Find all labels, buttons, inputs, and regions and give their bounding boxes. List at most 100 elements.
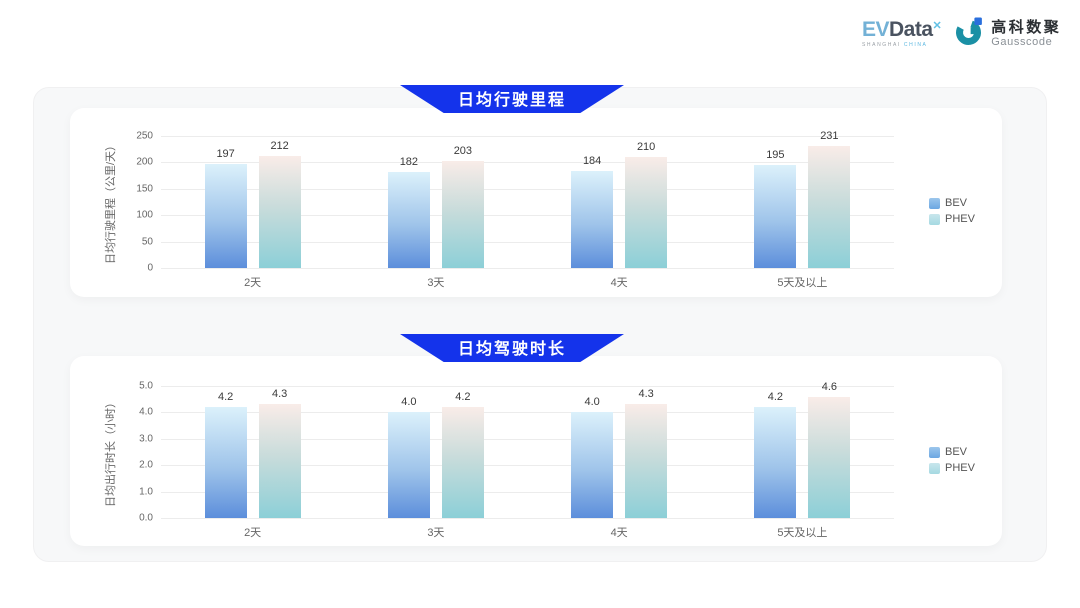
gridline (161, 268, 894, 269)
bar-value-label: 4.2 (217, 391, 234, 404)
bar-fill-bev[interactable] (387, 171, 430, 268)
bar-group: 197 212 (161, 136, 344, 268)
gridline (161, 518, 894, 519)
category-label: 5天及以上 (777, 277, 828, 289)
bar-fill-bev[interactable] (571, 170, 614, 268)
bar-group: 4.2 4.6 (711, 381, 894, 518)
legend-label: PHEV (945, 213, 975, 225)
bar-bev-3天[interactable]: 182 (387, 156, 430, 268)
bar-phev-5天及以上[interactable]: 4.6 (808, 381, 851, 518)
bar-phev-2天[interactable]: 4.3 (258, 388, 301, 518)
bar-fill-bev[interactable] (754, 165, 797, 268)
bar-bev-2天[interactable]: 197 (204, 148, 247, 268)
bar-fill-phev[interactable] (625, 157, 668, 268)
y-tick-label: 3.0 (139, 433, 153, 445)
y-tick-label: 200 (136, 156, 153, 168)
bar-value-label: 203 (453, 144, 473, 157)
bar-fill-phev[interactable] (441, 160, 484, 268)
gridline (161, 241, 894, 243)
bar-phev-4天[interactable]: 4.3 (625, 388, 668, 518)
bar-phev-5天及以上[interactable]: 231 (808, 130, 851, 268)
bar-value-label: 182 (399, 155, 419, 168)
bar-fill-phev[interactable] (808, 396, 851, 518)
bar-fill-bev[interactable] (204, 407, 247, 518)
bar-group: 4.2 4.3 (161, 386, 344, 518)
category-label: 5天及以上 (777, 527, 828, 539)
bar-group: 182 203 (344, 136, 527, 268)
chart1-x-axis-labels: 2天 3天 4天 5天及以上 (161, 274, 894, 290)
bar-value-label: 4.3 (638, 388, 654, 401)
bar-phev-2天[interactable]: 212 (258, 140, 301, 268)
bar-fill-bev[interactable] (571, 412, 614, 518)
bar-fill-phev[interactable] (258, 156, 301, 268)
y-tick-label: 1.0 (139, 486, 153, 498)
legend-label: PHEV (945, 462, 975, 474)
evdata-subtext: SHANGHAI CHINA (862, 42, 928, 48)
bar-fill-phev[interactable] (441, 407, 484, 518)
bar-bev-2天[interactable]: 4.2 (204, 391, 247, 518)
bar-fill-phev[interactable] (808, 146, 851, 268)
gridline (161, 188, 894, 190)
evdata-logo: EVData✕ SHANGHAI CHINA (862, 19, 942, 48)
legend-item-bev[interactable]: BEV (929, 197, 975, 209)
chart2-plot-area: 4.2 4.3 4.0 4.2 4.0 4.3 4.2 4.6 (161, 381, 894, 519)
bar-bev-5天及以上[interactable]: 195 (754, 149, 797, 268)
category-label: 3天 (427, 527, 445, 539)
bar-fill-bev[interactable] (387, 412, 430, 518)
legend-swatch-phev (929, 462, 940, 474)
legend-item-phev[interactable]: PHEV (929, 462, 975, 474)
bar-bev-4天[interactable]: 184 (571, 155, 614, 268)
evdata-wordmark: EVData✕ (862, 19, 942, 40)
chart1-card: 日均行驶里程（公里/天） 250 200 150 100 50 0 197 212 182 20… (70, 108, 1002, 297)
gausscode-text: 高科数聚 Gausscode (991, 19, 1061, 49)
bar-bev-4天[interactable]: 4.0 (571, 396, 614, 518)
legend-label: BEV (945, 197, 968, 209)
bar-phev-4天[interactable]: 210 (625, 141, 668, 268)
bar-group: 195 231 (711, 130, 894, 268)
dashboard-panel: 日均行驶里程 日均行驶里程（公里/天） 250 200 150 100 50 0 197 2… (33, 85, 1047, 562)
y-tick-label: 0.0 (139, 512, 153, 524)
category-label: 2天 (244, 277, 262, 289)
bar-value-label: 4.3 (271, 388, 288, 401)
gridline (161, 215, 894, 217)
bar-fill-bev[interactable] (754, 407, 797, 518)
bar-value-label: 4.2 (767, 391, 784, 404)
gridline (161, 412, 894, 414)
bar-fill-bev[interactable] (204, 163, 247, 268)
gridline (161, 491, 894, 493)
gridline (161, 386, 894, 387)
gridline (161, 438, 894, 440)
chart1-title-banner: 日均行驶里程 (400, 85, 624, 113)
category-label: 4天 (610, 277, 628, 289)
y-tick-label: 0 (147, 262, 153, 274)
bar-phev-3天[interactable]: 4.2 (441, 391, 484, 518)
bar-fill-phev[interactable] (625, 404, 668, 518)
category-label: 4天 (610, 527, 628, 539)
bar-fill-phev[interactable] (258, 404, 301, 518)
bar-bev-5天及以上[interactable]: 4.2 (754, 391, 797, 518)
legend-item-phev[interactable]: PHEV (929, 213, 975, 225)
bar-phev-3天[interactable]: 203 (441, 145, 484, 268)
chart2-title: 日均驾驶时长 (457, 341, 566, 358)
y-tick-label: 150 (136, 183, 153, 195)
gausscode-logo: 高科数聚 Gausscode (955, 16, 1061, 51)
legend-label: BEV (945, 446, 968, 458)
bar-value-label: 231 (820, 130, 839, 143)
y-tick-label: 100 (136, 209, 153, 221)
bar-group: 4.0 4.2 (344, 386, 527, 518)
chart1-legend: BEV PHEV (929, 197, 975, 225)
chart1-plot-area: 197 212 182 203 184 210 195 231 (161, 130, 894, 269)
bar-value-label: 210 (636, 141, 656, 154)
y-tick-label: 4.0 (139, 406, 153, 418)
gausscode-g-icon (955, 16, 985, 51)
bar-value-label: 197 (216, 147, 235, 160)
gridline (161, 136, 894, 137)
chart2-title-banner: 日均驾驶时长 (400, 334, 624, 362)
legend-item-bev[interactable]: BEV (929, 446, 975, 458)
gridline (161, 465, 894, 467)
category-label: 2天 (244, 527, 262, 539)
bar-bev-3天[interactable]: 4.0 (387, 396, 430, 518)
evdata-x-icon: ✕ (932, 20, 942, 32)
bar-value-label: 4.0 (401, 396, 417, 409)
